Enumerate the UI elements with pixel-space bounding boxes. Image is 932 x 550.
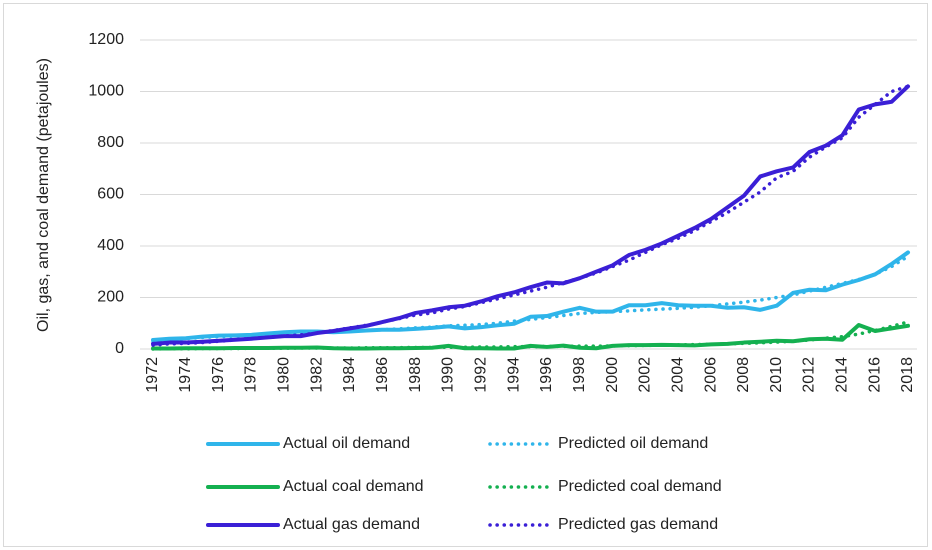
x-tick-label: 2014 bbox=[834, 357, 851, 393]
y-axis-title: Oil, gas, and coal demand (petajoules) bbox=[35, 58, 52, 332]
x-tick-label: 2012 bbox=[801, 357, 818, 393]
x-tick-label: 1986 bbox=[374, 357, 391, 393]
x-tick-label: 1984 bbox=[341, 357, 358, 393]
y-tick-label: 800 bbox=[97, 134, 124, 151]
x-tick-label: 1994 bbox=[505, 357, 522, 393]
x-tick-label: 2002 bbox=[637, 357, 654, 393]
x-tick-label: 1982 bbox=[308, 357, 325, 393]
legend-label: Predicted coal demand bbox=[558, 478, 722, 495]
legend-label: Predicted gas demand bbox=[558, 516, 718, 533]
y-tick-label: 1000 bbox=[88, 83, 124, 100]
x-tick-label: 1980 bbox=[276, 357, 293, 393]
x-tick-label: 2010 bbox=[768, 357, 785, 393]
x-tick-label: 1976 bbox=[210, 357, 227, 393]
y-tick-label: 600 bbox=[97, 186, 124, 203]
data-line bbox=[151, 254, 910, 344]
x-tick-label: 2006 bbox=[702, 357, 719, 393]
legend-label: Actual coal demand bbox=[283, 478, 424, 495]
x-tick-label: 1978 bbox=[243, 357, 260, 393]
legend-label: Predicted oil demand bbox=[558, 435, 708, 452]
x-tick-label: 1988 bbox=[407, 357, 424, 393]
data-line bbox=[151, 250, 910, 342]
data-line bbox=[151, 84, 910, 347]
x-tick-label: 1996 bbox=[538, 357, 555, 393]
x-tick-label: 2016 bbox=[866, 357, 883, 393]
x-tick-label: 2008 bbox=[735, 357, 752, 393]
x-tick-label: 2018 bbox=[899, 357, 916, 393]
y-tick-label: 0 bbox=[115, 340, 124, 357]
x-tick-label: 1972 bbox=[144, 357, 161, 393]
x-tick-label: 1998 bbox=[571, 357, 588, 393]
y-tick-label: 200 bbox=[97, 289, 124, 306]
y-tick-label: 400 bbox=[97, 237, 124, 254]
x-tick-label: 2004 bbox=[669, 357, 686, 393]
y-tick-label: 1200 bbox=[88, 31, 124, 48]
legend-label: Actual oil demand bbox=[283, 435, 410, 452]
x-tick-label: 2000 bbox=[604, 357, 621, 393]
data-line bbox=[151, 320, 910, 351]
x-tick-label: 1992 bbox=[472, 357, 489, 393]
chart-border bbox=[3, 3, 928, 547]
x-tick-label: 1974 bbox=[177, 357, 194, 393]
x-tick-label: 1990 bbox=[440, 357, 457, 393]
legend-label: Actual gas demand bbox=[283, 516, 420, 533]
